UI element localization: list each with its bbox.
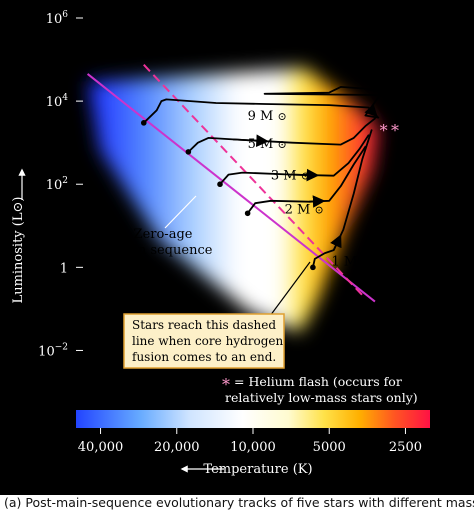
- x-tick-label-2: 10,000: [230, 440, 276, 455]
- y-tick-label-1: 104: [46, 93, 69, 110]
- track-start-dot-9m: [140, 120, 147, 126]
- hr-diagram: 9 M ⊙5 M ⊙3 M ⊙2 M ⊙1 M ⊙* * 106104102110…: [0, 0, 474, 495]
- helium-legend-line-2: relatively low-mass stars only): [225, 390, 418, 405]
- zams-line: [86, 73, 376, 303]
- zams-label-line-2: main sequence: [114, 243, 213, 258]
- y-tick-label-0: 106: [46, 10, 69, 27]
- track-start-dot-5m: [185, 149, 192, 155]
- zams-label-line-1: Zero-age: [134, 227, 193, 242]
- helium-flash-marker-1: *: [380, 121, 388, 140]
- track-label-3m: 3 M ⊙: [271, 168, 310, 183]
- track-arrow-1m: [330, 234, 342, 251]
- x-tick-label-1: 20,000: [154, 440, 200, 455]
- callout-pointer-line: [269, 261, 311, 317]
- callout-text-line-3: fusion comes to an end.: [132, 350, 276, 364]
- y-tick-label-3: 1: [60, 261, 68, 276]
- figure-caption: (a) Post-main-sequence evolutionary trac…: [4, 495, 474, 510]
- y-axis-label: Luminosity (L⊙): [11, 197, 26, 304]
- track-label-1m: 1 M ⊙: [331, 255, 370, 270]
- track-5m: [187, 117, 376, 153]
- y-tick-label-4: 10−2: [38, 342, 68, 359]
- helium-flash-marker-2: *: [391, 121, 399, 140]
- callout-box: [123, 313, 285, 369]
- helium-legend-line-1: = Helium flash (occurs for: [234, 374, 402, 389]
- spectrum-bar: [76, 410, 430, 428]
- track-arrow-9m: [364, 103, 378, 118]
- track-arrow-3m: [292, 168, 320, 182]
- callout-text-line-1: Stars reach this dashed: [132, 318, 276, 332]
- core-hydrogen-end-line: [143, 64, 367, 299]
- track-start-dot-2m: [244, 210, 251, 217]
- track-start-dot-3m: [217, 181, 223, 188]
- helium-legend-symbol: *: [222, 375, 230, 394]
- track-start-dot-1m: [310, 264, 316, 271]
- track-label-5m: 5 M ⊙: [248, 137, 287, 152]
- star-region: [88, 68, 378, 332]
- y-tick-label-2: 102: [46, 176, 68, 193]
- x-axis-label: Temperature (K): [203, 462, 312, 477]
- x-tick-label-3: 5000: [313, 440, 346, 455]
- track-arrow-5m: [232, 134, 269, 147]
- track-label-2m: 2 M ⊙: [285, 202, 324, 217]
- callout-text-line-2: line when core hydrogen: [132, 334, 283, 348]
- zams-pointer-line: [164, 195, 197, 229]
- x-tick-label-0: 40,000: [78, 440, 124, 455]
- x-tick-label-4: 2500: [389, 440, 422, 455]
- track-label-9m: 9 M ⊙: [248, 109, 287, 124]
